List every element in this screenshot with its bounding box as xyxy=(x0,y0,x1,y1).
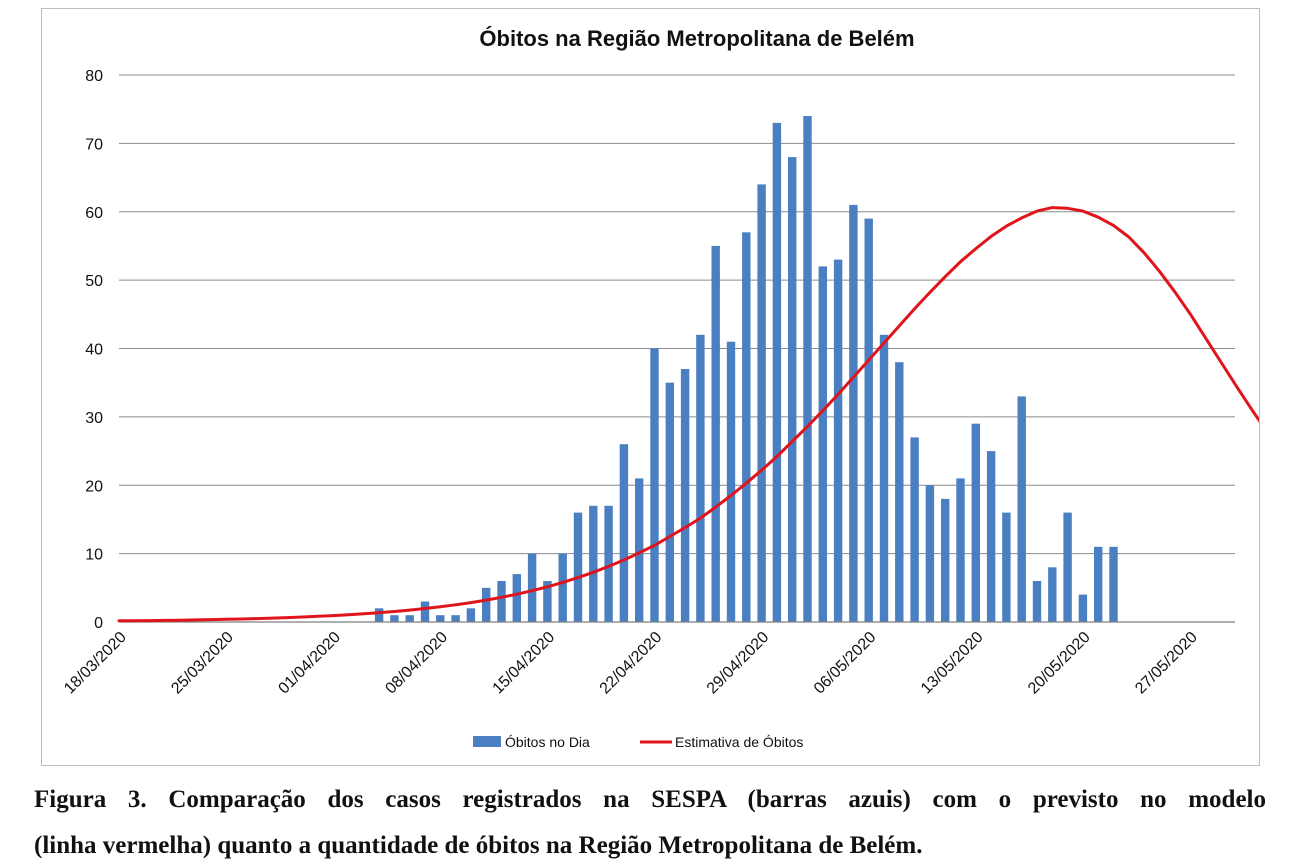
y-tick-label: 0 xyxy=(94,615,103,632)
y-tick-label: 50 xyxy=(85,273,103,290)
bar xyxy=(772,122,782,623)
bar xyxy=(635,478,644,622)
bar xyxy=(558,553,567,622)
legend-label-line: Estimativa de Óbitos xyxy=(675,734,803,750)
bar xyxy=(436,615,445,622)
figure-caption-line-1: Figura 3. Comparação dos casos registrad… xyxy=(34,786,1266,813)
x-tick-label: 29/04/2020 xyxy=(704,629,773,698)
bar xyxy=(650,348,659,622)
x-tick-label: 20/05/2020 xyxy=(1025,629,1094,698)
bar xyxy=(573,512,583,622)
bar xyxy=(895,362,904,622)
legend-label-bars: Óbitos no Dia xyxy=(505,734,590,750)
bar xyxy=(971,423,980,622)
bar xyxy=(833,259,843,622)
bar xyxy=(466,608,476,622)
bar xyxy=(1048,567,1057,622)
bar xyxy=(757,184,766,622)
bar xyxy=(374,608,384,622)
bar xyxy=(986,451,996,622)
x-tick-label: 13/05/2020 xyxy=(918,629,987,698)
bar xyxy=(390,615,399,622)
bar xyxy=(742,232,751,623)
bar xyxy=(543,581,552,622)
bar xyxy=(864,218,873,622)
bar xyxy=(451,615,460,622)
bar xyxy=(665,382,674,622)
y-tick-label: 30 xyxy=(85,410,103,427)
x-tick-label: 01/04/2020 xyxy=(275,629,344,698)
x-tick-label: 15/04/2020 xyxy=(490,629,559,698)
x-tick-label: 22/04/2020 xyxy=(597,629,666,698)
y-tick-label: 60 xyxy=(85,205,103,222)
bar xyxy=(956,478,965,622)
y-tick-label: 10 xyxy=(85,547,103,564)
bar xyxy=(1063,512,1072,622)
chart-svg: Óbitos na Região Metropolitana de Belém 0… xyxy=(61,26,1259,750)
bar xyxy=(925,485,935,623)
bar xyxy=(482,587,491,622)
bar xyxy=(726,341,736,622)
bar xyxy=(589,505,598,622)
x-tick-label: 18/03/2020 xyxy=(61,629,130,698)
x-tick-label: 25/03/2020 xyxy=(168,629,237,698)
bar xyxy=(604,505,613,622)
bar xyxy=(680,369,690,622)
bar xyxy=(696,334,705,622)
bar xyxy=(1109,546,1118,622)
bar xyxy=(497,581,506,622)
x-tick-label: 08/04/2020 xyxy=(382,629,451,698)
bar xyxy=(941,498,950,622)
bar xyxy=(420,601,430,622)
bar xyxy=(512,574,521,622)
bar xyxy=(788,157,797,622)
y-tick-label: 80 xyxy=(85,68,103,85)
y-tick-label: 70 xyxy=(85,136,103,153)
chart-title: Óbitos na Região Metropolitana de Belém xyxy=(479,26,914,51)
y-tick-label: 40 xyxy=(85,342,103,359)
bar xyxy=(527,553,537,622)
bar xyxy=(1094,546,1103,622)
chart-frame: Óbitos na Região Metropolitana de Belém 0… xyxy=(41,8,1260,766)
bar xyxy=(910,437,919,622)
bar xyxy=(803,116,812,622)
bar xyxy=(849,204,858,622)
x-tick-label: 27/05/2020 xyxy=(1132,629,1201,698)
bar xyxy=(879,334,889,622)
bar xyxy=(1032,581,1042,622)
bar xyxy=(711,245,720,622)
estimate-line xyxy=(117,206,1259,623)
bar xyxy=(1078,594,1088,622)
bar xyxy=(619,444,629,622)
bar xyxy=(1017,396,1026,622)
bar xyxy=(818,266,827,622)
y-tick-label: 20 xyxy=(85,478,103,495)
legend-swatch-bars xyxy=(473,736,501,747)
x-tick-label: 06/05/2020 xyxy=(811,629,880,698)
bar xyxy=(1002,512,1011,622)
bar xyxy=(405,615,414,622)
figure-caption-line-2: (linha vermelha) quanto a quantidade de … xyxy=(34,832,923,859)
